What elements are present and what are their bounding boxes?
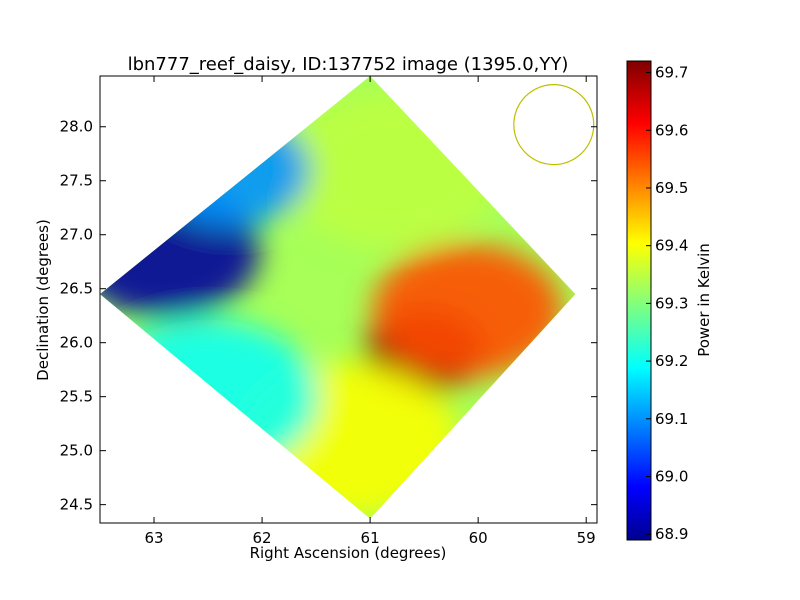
field-feature-mid	[281, 92, 502, 247]
colorbar-tick-label: 68.9	[655, 525, 688, 543]
x-axis-ticks: 63 62 61 60 59	[144, 76, 596, 547]
heatmap-area	[100, 76, 576, 519]
y-tick-label: 25.5	[60, 388, 93, 406]
y-tick-label: 27.0	[60, 226, 93, 244]
field-feature-mid	[100, 319, 319, 474]
colorbar-tick-label: 69.4	[655, 237, 688, 255]
y-tick-label: 24.5	[60, 496, 93, 514]
y-tick-label: 26.5	[60, 280, 93, 298]
chart-title: lbn777_reef_daisy, ID:137752 image (1395…	[128, 54, 569, 75]
y-tick-label: 26.0	[60, 334, 93, 352]
y-axis-label: Declination (degrees)	[34, 219, 52, 381]
colorbar-ticks: 68.9 69.0 69.1 69.2 69.3 69.4 69.5 69.6 69.7	[646, 64, 688, 543]
y-tick-label: 25.0	[60, 442, 93, 460]
colorbar-tick-label: 69.3	[655, 294, 688, 312]
field-feature-low	[149, 113, 310, 226]
x-tick-label: 62	[253, 529, 272, 547]
colorbar-label: Power in Kelvin	[695, 243, 713, 357]
x-tick-label: 59	[577, 529, 596, 547]
colorbar-tick-label: 69.7	[655, 64, 688, 82]
x-tick-label: 60	[469, 529, 488, 547]
colorbar	[626, 60, 652, 541]
y-axis-ticks: 24.5 25.0 25.5 26.0 26.5 27.0 27.5 28.0	[60, 118, 597, 514]
y-tick-label: 27.5	[60, 172, 93, 190]
x-tick-label: 61	[361, 529, 380, 547]
colorbar-tick-label: 69.1	[655, 410, 688, 428]
x-axis-label: Right Ascension (degrees)	[250, 544, 447, 562]
field-feature-high	[372, 243, 563, 377]
colorbar-tick-label: 69.0	[655, 468, 688, 486]
colorbar-tick-label: 69.5	[655, 179, 688, 197]
plot-frame	[99, 75, 598, 524]
colorbar-tick-label: 69.6	[655, 121, 688, 139]
beam-circle	[513, 84, 595, 166]
colorbar-tick-label: 69.2	[655, 352, 688, 370]
x-tick-label: 63	[144, 529, 163, 547]
y-tick-label: 28.0	[60, 118, 93, 136]
